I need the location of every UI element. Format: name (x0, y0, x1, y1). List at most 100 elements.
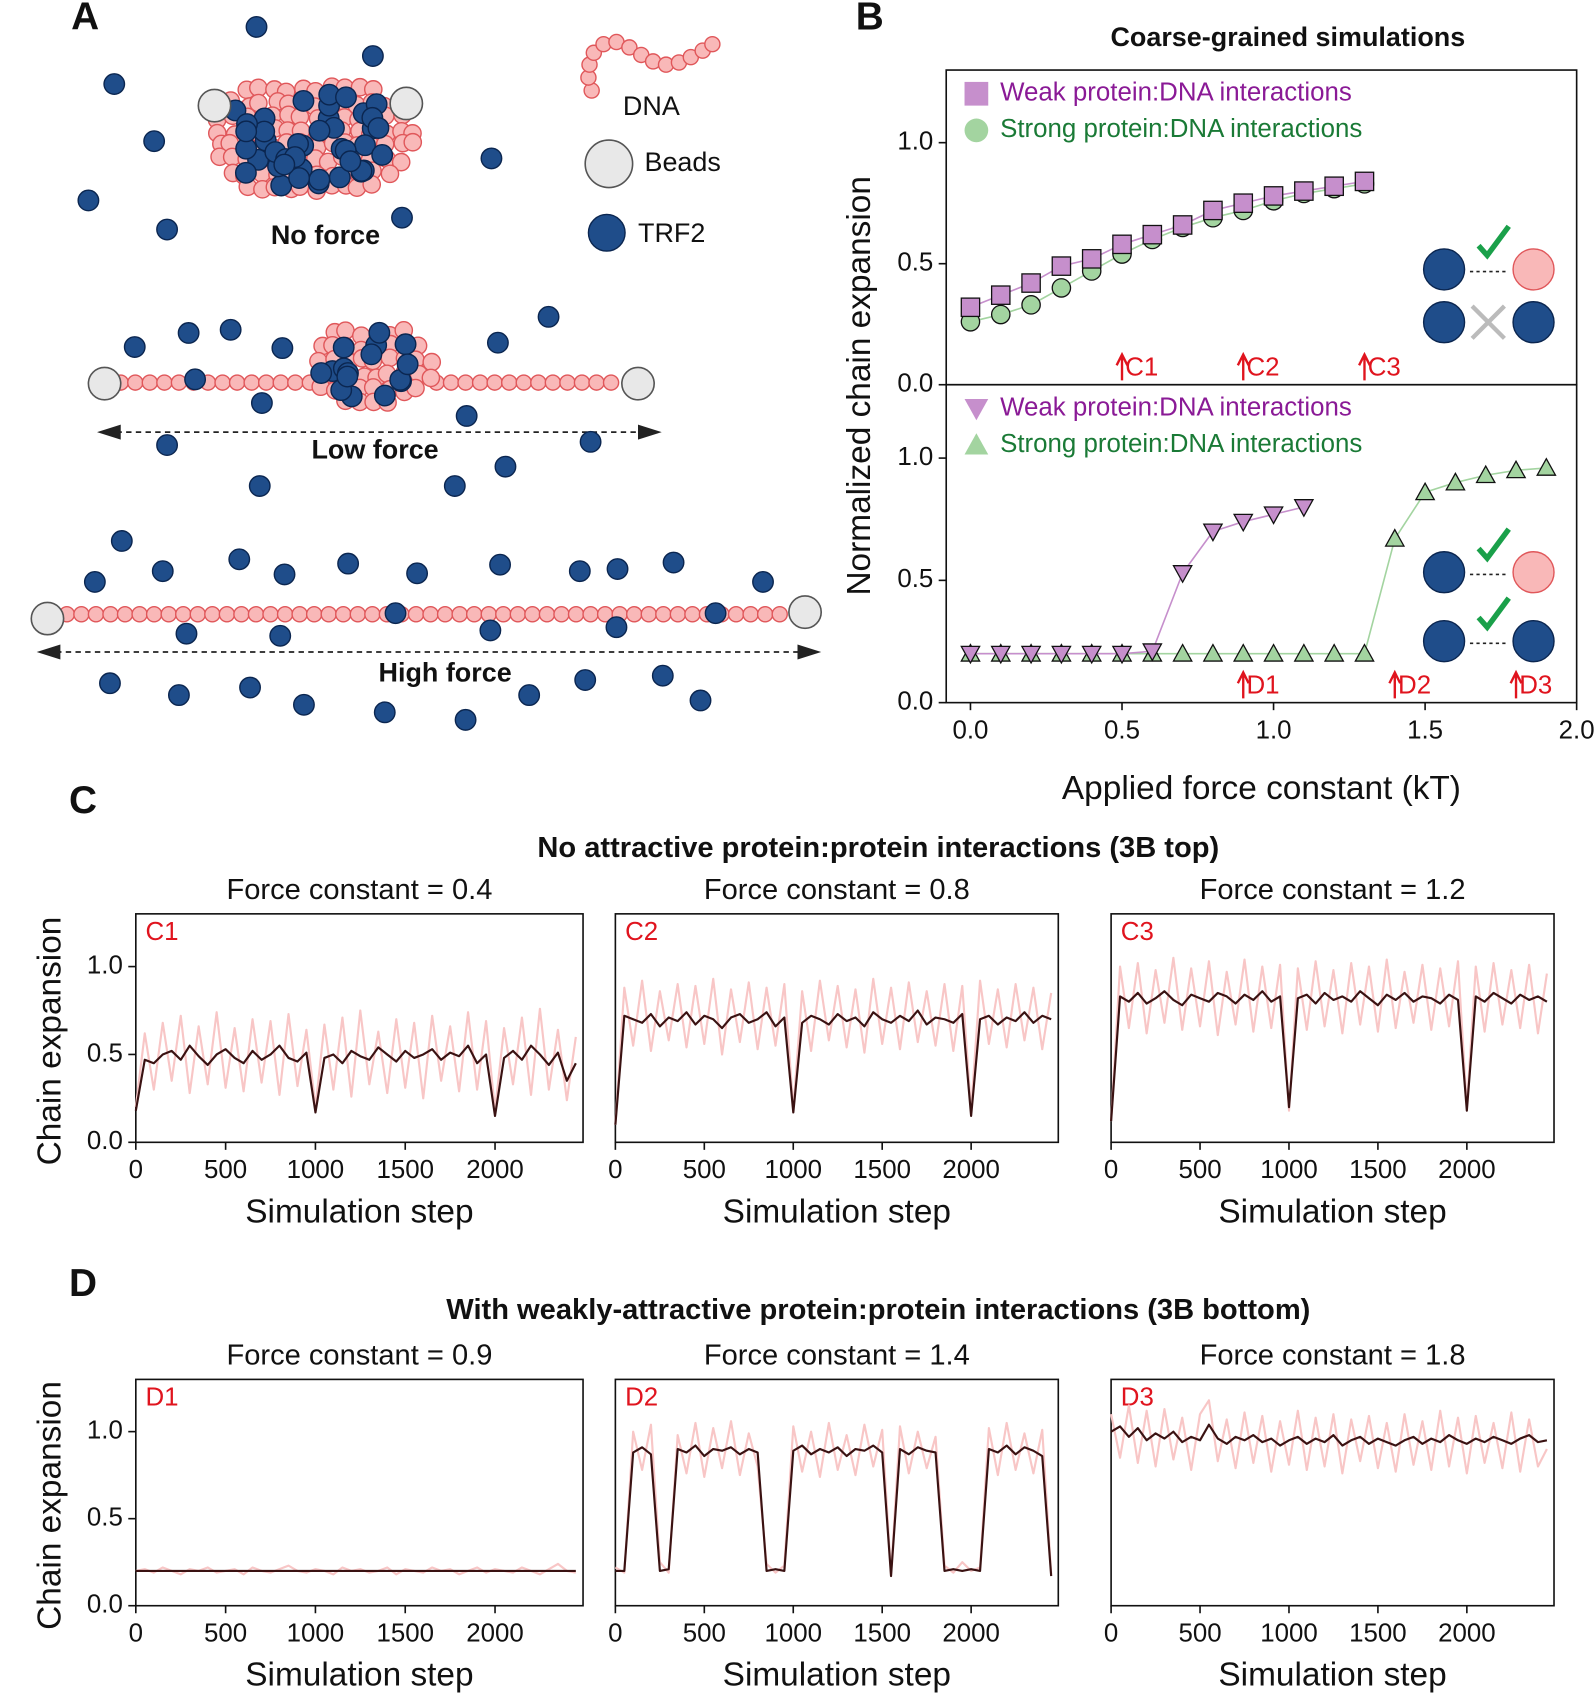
trf2 (406, 562, 429, 585)
y-tick-label: 0.5 (897, 565, 933, 593)
marker (1172, 215, 1193, 235)
marker (1324, 176, 1344, 197)
panel-label: C (69, 779, 97, 822)
x-axis-label: Simulation step (1218, 1657, 1446, 1693)
marker (1263, 186, 1284, 206)
trf2 (339, 150, 362, 173)
chart-title: Force constant = 0.4 (226, 874, 492, 906)
trf2 (360, 343, 383, 366)
marker (1142, 224, 1163, 245)
y-tick-label: 0.5 (897, 249, 933, 277)
trf2 (489, 553, 512, 576)
marker (1293, 643, 1315, 662)
dna-bead (422, 606, 439, 623)
trf2 (292, 693, 315, 716)
dna-bead (640, 606, 658, 623)
marker (1051, 256, 1072, 276)
trf2 (167, 684, 190, 707)
icon-cross (1470, 304, 1506, 340)
marker (1020, 645, 1042, 665)
trf2 (110, 530, 133, 552)
trf2 (123, 336, 146, 358)
marker (1202, 523, 1224, 542)
marker (1112, 234, 1132, 255)
icon-protein (1422, 248, 1466, 291)
trf2 (651, 664, 674, 687)
dna-bead (582, 606, 599, 623)
icon-protein (1422, 620, 1466, 663)
trf2 (443, 475, 466, 497)
x-tick-label: 0 (1104, 1156, 1118, 1184)
x-tick-label: 1000 (287, 1620, 345, 1648)
trf2 (373, 701, 396, 724)
trf2 (332, 336, 355, 359)
marker (990, 285, 1011, 305)
x-tick-label: 2000 (942, 1156, 1000, 1184)
trf2 (175, 622, 198, 645)
dna-bead (189, 606, 207, 623)
x-axis-label: Simulation step (245, 1657, 473, 1693)
dna-bead (655, 606, 672, 623)
bead (788, 595, 823, 630)
x-tick-label: 1.0 (1256, 717, 1292, 745)
trf2 (83, 570, 106, 593)
dna-bead (131, 606, 148, 623)
marker (1051, 645, 1072, 665)
trf2 (99, 672, 121, 695)
chart-title: Coarse-grained simulations (1110, 22, 1465, 52)
trf2 (568, 560, 591, 583)
dna-bead (480, 606, 497, 623)
trf2 (156, 218, 179, 241)
icon-dna (1512, 248, 1555, 291)
state-label: No force (271, 220, 380, 250)
dna-bead (243, 374, 260, 391)
trf2 (454, 708, 477, 731)
trf2 (704, 602, 727, 625)
y-tick-label: 1.0 (897, 443, 933, 471)
x-tick-label: 1000 (1260, 1620, 1318, 1648)
x-tick-label: 2000 (1438, 1156, 1496, 1184)
legend-marker (964, 81, 989, 106)
annotation-label: C1 (1125, 353, 1158, 381)
legend-marker (964, 398, 989, 421)
annotation-arrow (1388, 669, 1402, 699)
x-tick-label: 2000 (466, 1156, 524, 1184)
trf2 (605, 616, 628, 639)
marker (1081, 249, 1102, 269)
dna-bead (559, 374, 576, 391)
legend-label: Strong protein:DNA interactions (1000, 430, 1362, 458)
trf2 (143, 130, 166, 153)
legend-marker (964, 433, 989, 455)
x-tick-label: 1000 (1260, 1156, 1318, 1184)
dna-bead (602, 374, 620, 391)
legend-marker (964, 118, 989, 143)
trf2 (248, 475, 271, 497)
marker (1505, 459, 1527, 479)
x-tick-label: 2000 (1438, 1620, 1496, 1648)
marker (1536, 457, 1557, 476)
x-tick-label: 0.0 (952, 717, 988, 745)
trf2 (273, 563, 296, 586)
x-tick-label: 1500 (1349, 1156, 1407, 1184)
dna-bead (145, 606, 163, 623)
y-axis-label: Chain expansion (32, 1381, 69, 1630)
x-axis-label: Simulation step (1218, 1193, 1446, 1230)
dna-bead (567, 606, 585, 623)
trf2 (361, 45, 384, 67)
x-tick-label: 500 (683, 1620, 726, 1648)
dna-bead (391, 152, 411, 172)
marker (1203, 200, 1223, 221)
x-axis-label: Simulation step (245, 1193, 473, 1230)
series-line (134, 1044, 577, 1117)
x-tick-label: 1000 (764, 1156, 822, 1184)
dna-bead (218, 606, 236, 623)
trf2 (579, 430, 602, 453)
dna-bead (669, 606, 687, 623)
trf2 (367, 117, 390, 139)
x-tick-label: 0 (1104, 1620, 1118, 1648)
chart-title: Force constant = 1.4 (704, 1339, 970, 1371)
marker (1293, 499, 1315, 518)
trf2 (384, 602, 407, 625)
icon-check (1476, 527, 1511, 563)
